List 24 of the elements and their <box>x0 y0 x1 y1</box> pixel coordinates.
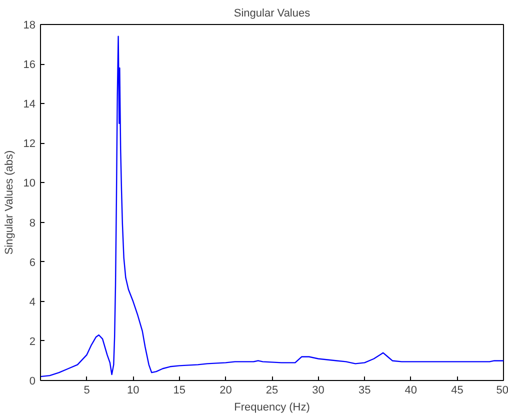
line-series <box>40 36 504 378</box>
y-tick-label: 14 <box>23 98 36 111</box>
y-axis-title: Singular Values (abs) <box>3 150 16 255</box>
x-tick-label: 25 <box>266 384 278 396</box>
x-tick-label: 30 <box>312 384 324 396</box>
x-tick-label: 50 <box>496 384 508 396</box>
y-tick-label: 16 <box>23 59 36 72</box>
y-tick-label: 4 <box>29 296 36 308</box>
y-tick-label: 0 <box>29 376 36 388</box>
x-tick-label: 20 <box>220 384 232 396</box>
x-tick-label: 35 <box>358 384 371 396</box>
y-tick-label: 6 <box>29 256 36 269</box>
y-tick-label: 2 <box>29 336 36 348</box>
y-tick-label: 12 <box>23 138 36 150</box>
y-tick-label: 8 <box>29 217 36 230</box>
chart-title: Singular Values <box>234 8 311 20</box>
x-axis-title: Frequency (Hz) <box>234 402 310 414</box>
x-tick-label: 45 <box>451 384 464 396</box>
x-tick-label: 10 <box>126 384 140 396</box>
x-tick-label: 40 <box>404 384 418 396</box>
y-tick-label: 18 <box>23 20 36 32</box>
x-tick-label: 5 <box>84 384 90 396</box>
y-tick-label: 10 <box>23 178 36 190</box>
x-tick-label: 15 <box>173 384 186 396</box>
